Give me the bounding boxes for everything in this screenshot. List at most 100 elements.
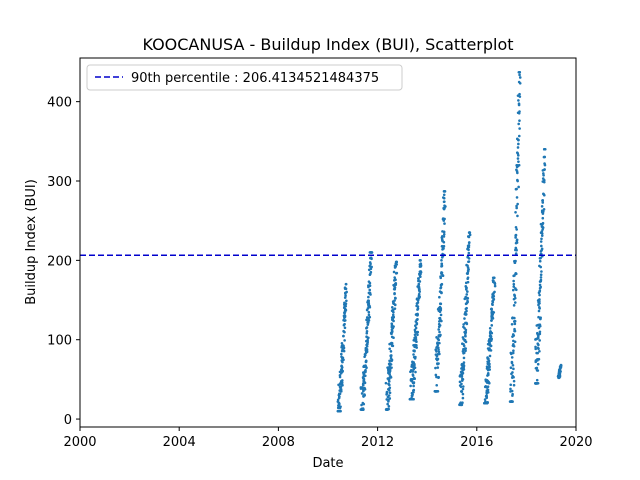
scatter-point [460,382,463,386]
scatter-point [368,315,372,319]
scatter-point [419,259,422,262]
scatter-point [539,265,543,269]
scatter-point [411,373,415,376]
scatter-point [366,323,370,326]
scatter-point [344,304,348,308]
scatter-point [442,240,446,244]
y-tick-label: 0 [64,413,72,428]
scatter-point [512,282,516,286]
scatter-point [464,328,468,332]
scatter-point [370,257,373,261]
scatter-point [464,347,468,350]
scatter-point [510,356,514,359]
scatter-point [412,388,416,392]
scatter-point [414,337,418,341]
x-tick-label: 2012 [361,435,394,450]
scatter-point [434,366,437,370]
scatter-point [538,293,541,297]
scatter-point [511,288,515,292]
scatter-point [538,349,541,353]
scatter-point [513,316,516,320]
scatter-point [387,405,391,408]
scatter-point [384,381,388,385]
scatter-point [461,387,465,391]
scatter-point [468,233,472,237]
scatter-point [515,163,519,167]
scatter-point [388,347,391,351]
scatter-point [517,185,520,189]
scatter-point [511,392,514,396]
scatter-point [466,299,469,303]
scatter-point [542,178,546,182]
scatter-point [339,371,343,375]
scatter-point [416,333,419,337]
scatter-point [435,350,438,353]
scatter-point [559,363,563,367]
scatter-point [517,80,521,84]
scatter-point [488,362,491,366]
scatter-point [517,111,521,115]
scatter-point [393,291,396,295]
scatter-point [336,398,340,402]
scatter-point [385,393,388,396]
scatter-points [336,70,563,413]
scatter-point [409,384,412,388]
scatter-point [514,211,517,214]
scatter-point [437,362,440,365]
scatter-point [465,286,468,289]
scatter-point [415,322,419,326]
scatter-point [366,307,370,310]
scatter-point [516,146,520,149]
scatter-point [512,349,515,353]
scatter-point [537,357,541,361]
x-tick-label: 2008 [262,435,295,450]
scatter-point [442,193,446,197]
scatter-point [343,296,347,299]
scatter-point [513,301,517,304]
scatter-point [386,395,390,399]
scatter-point [517,122,520,126]
scatter-point [392,319,395,323]
scatter-point [440,271,444,275]
scatter-point [509,387,512,391]
scatter-point [539,279,543,283]
scatter-point [440,262,444,266]
scatter-point [437,338,441,342]
scatter-point [436,346,440,349]
scatter-point [441,217,445,220]
scatter-point [537,309,541,313]
scatter-point [368,281,372,285]
scatter-point [465,297,469,300]
scatter-point [416,301,420,304]
scatter-point [442,196,446,200]
scatter-point [540,234,544,237]
scatter-point [444,205,447,208]
scatter-point [414,345,418,349]
scatter-point [413,364,416,367]
scatter-point [388,386,392,390]
scatter-point [486,388,490,392]
scatter-point [466,271,469,275]
scatter-point [463,317,466,320]
scatter-point [514,226,518,229]
scatter-point [360,392,364,395]
scatter-point [393,266,397,269]
scatter-point [536,362,540,366]
scatter-point [342,329,345,333]
scatter-point [419,270,423,274]
scatter-point [538,289,542,293]
scatter-point [534,347,537,351]
scatter-point [492,279,495,283]
scatter-point [484,378,488,381]
scatter-point [338,406,342,410]
scatter-point [392,336,395,340]
scatter-point [518,95,522,98]
scatter-point [345,290,348,294]
scatter-point [466,290,469,293]
scatter-point [488,368,492,371]
scatter-point [418,280,422,283]
scatter-point [388,383,391,387]
scatter-point [541,201,545,204]
scatter-point [538,339,541,342]
scatter-point [493,276,496,280]
